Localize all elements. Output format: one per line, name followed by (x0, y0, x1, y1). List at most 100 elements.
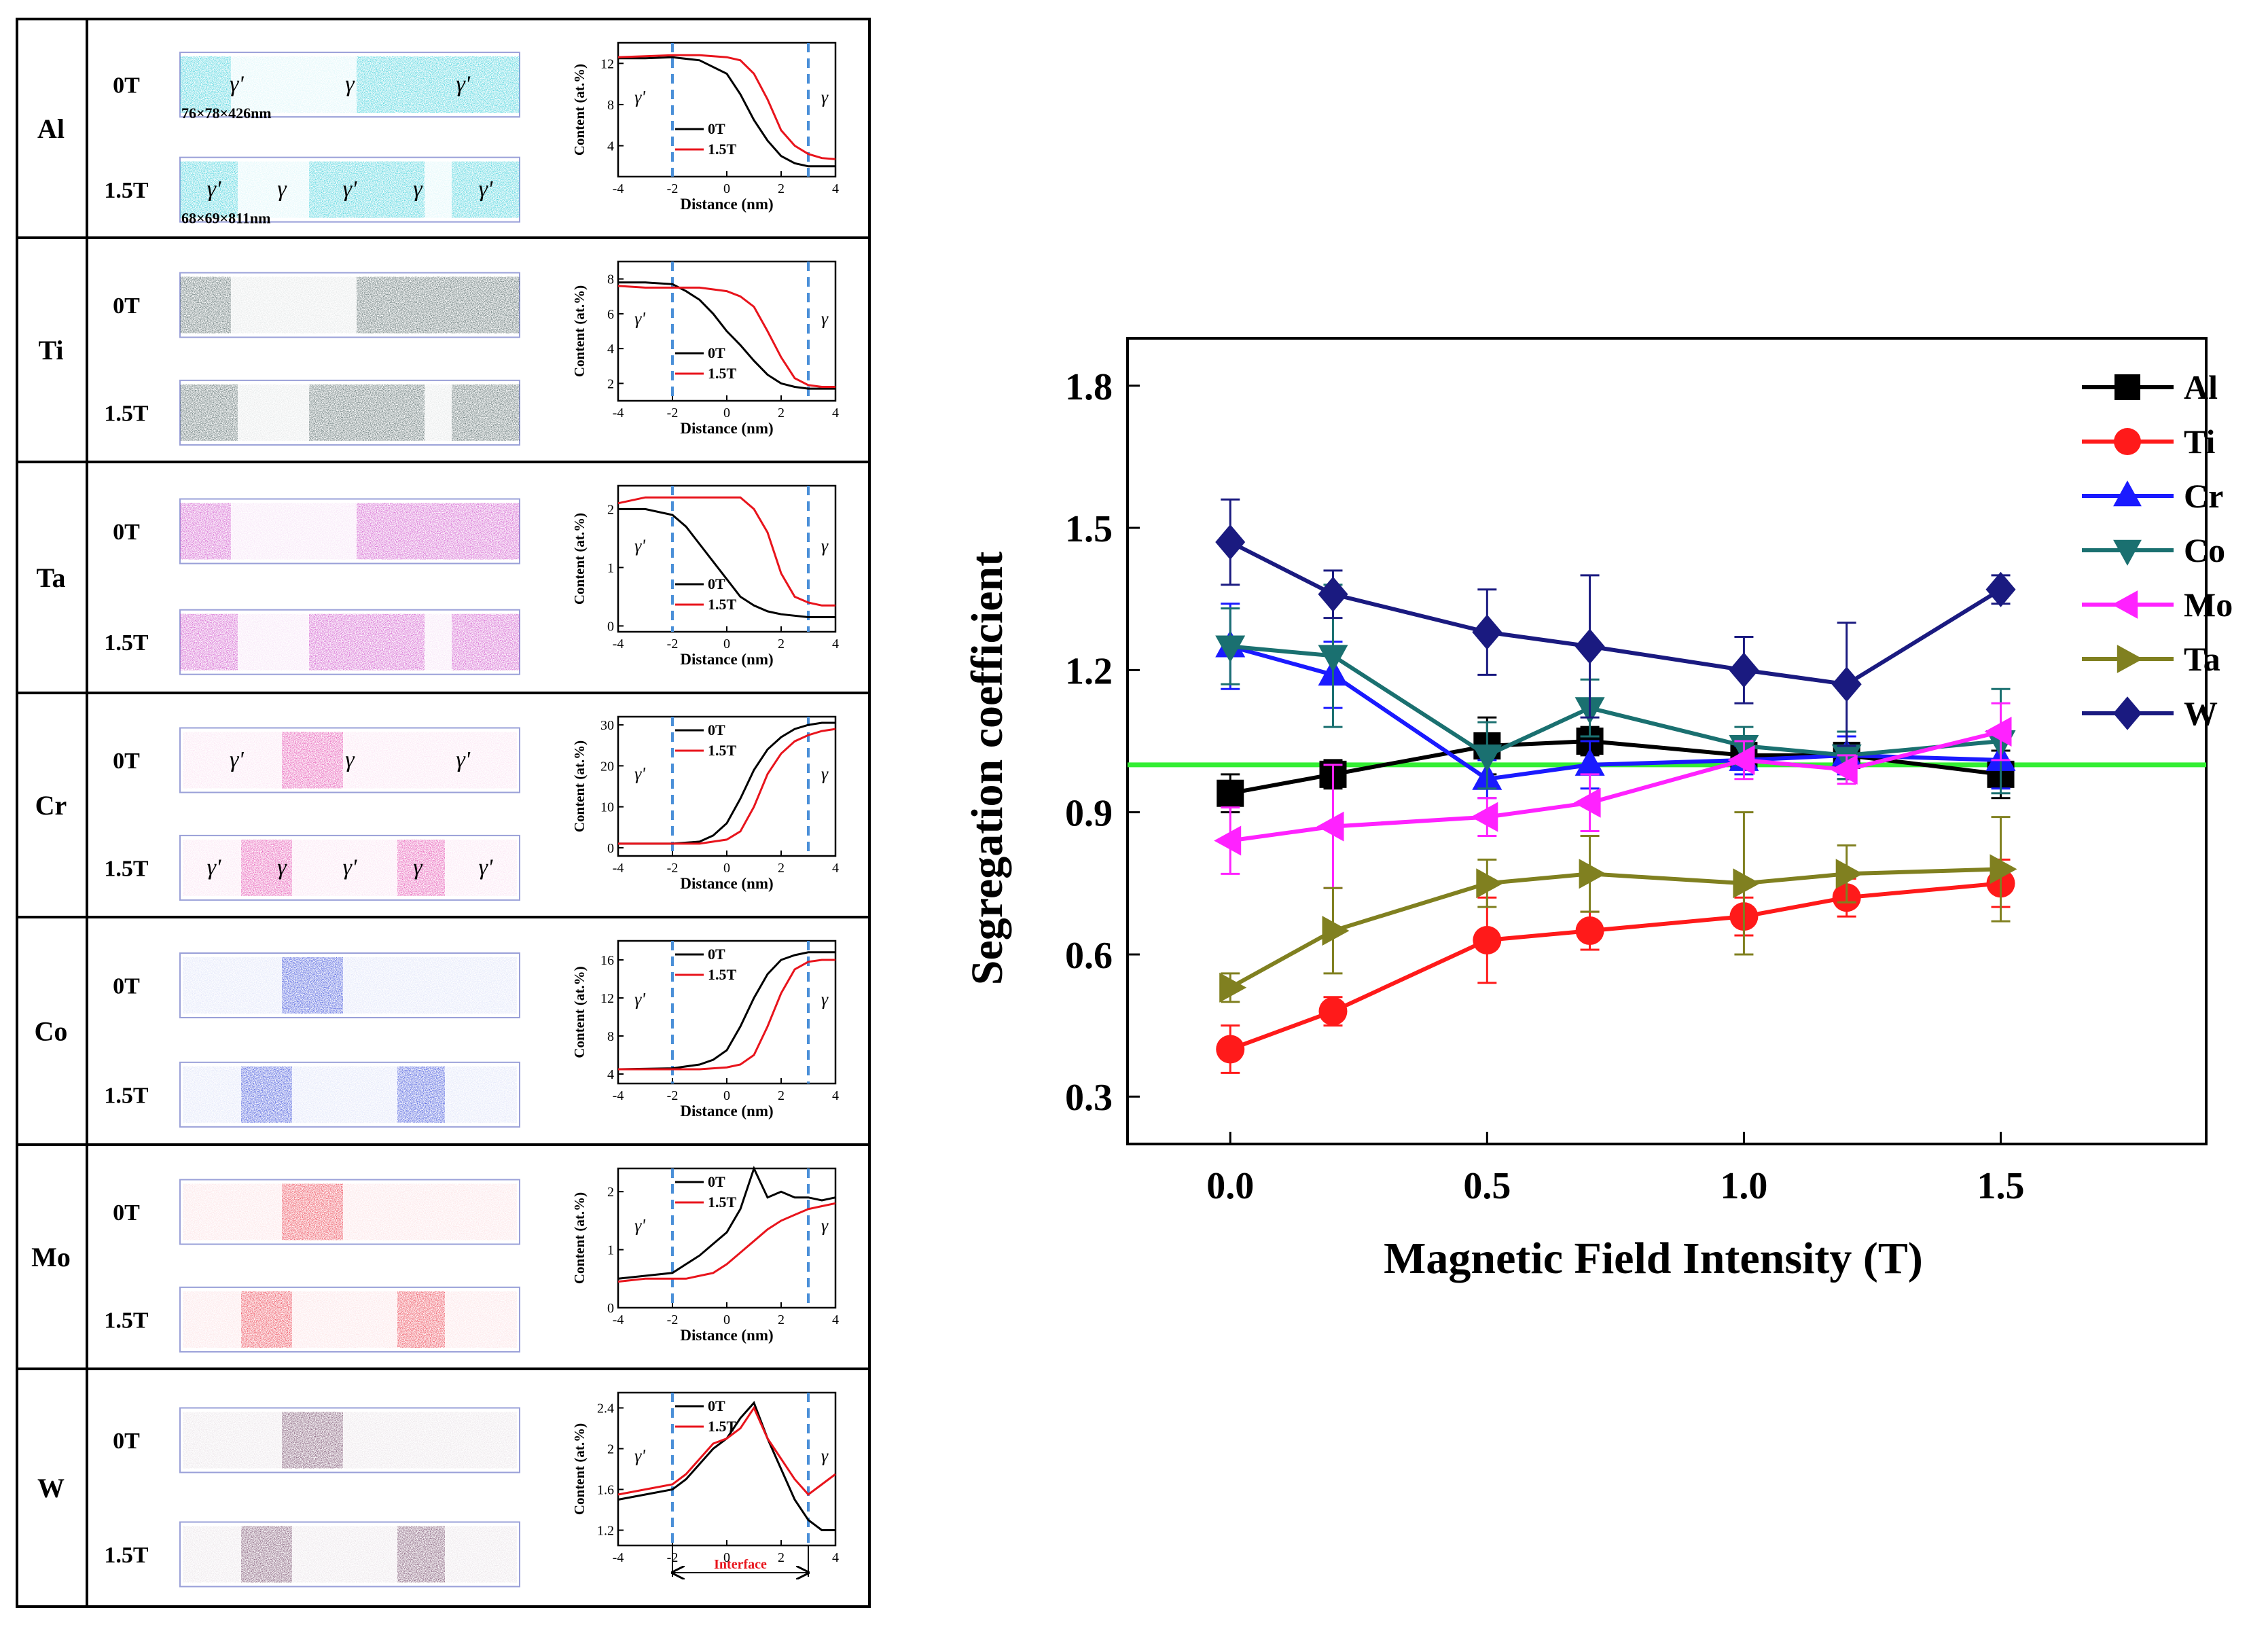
reconstruction-15t (179, 1286, 520, 1353)
x-tick-label: -4 (613, 181, 624, 196)
x-tick-label: 2 (778, 637, 785, 651)
plot-frame (617, 940, 837, 1085)
phase-label: γ' (456, 72, 470, 97)
series-ta (1219, 811, 2017, 1003)
reconstruction-15t (179, 1521, 520, 1588)
y-tick-label: 10 (600, 800, 614, 815)
y-tick-label: 4 (607, 139, 614, 154)
y-tick-label: 16 (600, 953, 614, 968)
x-tick-label: 0 (723, 861, 730, 876)
y-tick-label: 1.8 (1065, 366, 1113, 408)
legend-label: Ti (2184, 423, 2215, 461)
atom-cloud (180, 503, 520, 560)
series-line (1229, 881, 2001, 1052)
y-tick-label: 20 (600, 759, 614, 774)
y-tick-label: 2 (607, 1442, 614, 1457)
phase-label: γ' (230, 72, 244, 97)
phase-region (452, 613, 520, 671)
phase-region (241, 839, 292, 896)
y-axis-label: Content (at.%) (571, 1192, 588, 1284)
x-tick-label: -4 (613, 406, 624, 421)
phase-label: γ (413, 855, 423, 880)
dimension-label: 68×69×811nm (181, 210, 270, 227)
series-ti (1216, 858, 2015, 1074)
field-label-0t: 0T (113, 974, 140, 999)
x-tick-label: 1.0 (1720, 1165, 1767, 1207)
y-tick-label: 2.4 (597, 1401, 614, 1416)
y-tick-label: 4 (607, 1067, 614, 1082)
data-point (2113, 480, 2142, 507)
series-mo (1214, 702, 2012, 889)
y-tick-label: 12 (600, 991, 614, 1006)
y-axis-label: Content (at.%) (571, 1423, 588, 1515)
phase-region (397, 1291, 445, 1348)
phase-region (357, 56, 520, 113)
y-tick-label: 0.6 (1065, 935, 1113, 977)
legend-label: W (2184, 694, 2218, 732)
y-tick-label: 8 (607, 272, 614, 287)
reconstruction-15t: γ' γ γ' γ γ' 68×69×811nm (179, 156, 520, 227)
data-point (1215, 524, 1246, 560)
data-point (1316, 811, 1344, 842)
x-tick-label: -2 (667, 637, 679, 651)
y-tick-label: 8 (607, 1029, 614, 1044)
phase-region (309, 384, 425, 441)
field-label-15t: 1.5T (104, 1083, 149, 1108)
phase-label: γ' (456, 747, 470, 772)
y-tick-label: 2 (607, 502, 614, 517)
phase-label: γ' (343, 177, 357, 202)
data-point (1472, 744, 1502, 772)
plot-frame (617, 1167, 837, 1309)
legend-label: 0T (708, 946, 725, 963)
atom-cloud (183, 1526, 517, 1583)
data-point (1322, 916, 1350, 946)
matrix-atoms (183, 839, 517, 896)
phase-region (241, 1066, 292, 1123)
element-row-co: Co 0T 1.5T -4 -2 0 2 4 4 8 12 16 Content (at.%) Dista… (17, 916, 869, 1128)
reconstruction-15t (179, 379, 520, 446)
data-point (1318, 645, 1348, 673)
phase-region (397, 1526, 445, 1583)
y-axis-label: Content (at.%) (571, 966, 588, 1058)
x-tick-label: 4 (832, 861, 839, 876)
field-label-15t: 1.5T (104, 1543, 149, 1568)
field-label-0t: 0T (113, 1200, 140, 1226)
phase-region (241, 1526, 292, 1583)
x-tick-label: 4 (832, 1088, 839, 1103)
data-point (2114, 374, 2140, 400)
phase-label: γ (345, 72, 355, 97)
profile-line-0t (618, 56, 835, 168)
phase-region (180, 384, 238, 441)
phase-region (309, 613, 425, 671)
data-point (1985, 571, 2016, 607)
plot-frame (1126, 337, 2208, 1145)
phase-region (397, 1066, 445, 1123)
reconstruction-0t (179, 1179, 520, 1245)
x-tick-label: 4 (832, 1550, 839, 1565)
matrix-atoms (183, 1066, 517, 1123)
phase-region (180, 503, 231, 560)
matrix-atoms (183, 1291, 517, 1348)
legend-label: 1.5T (708, 1418, 737, 1435)
x-tick-label: 2 (778, 861, 785, 876)
phase-label: γ' (230, 747, 244, 772)
data-point (2114, 428, 2141, 455)
phase-region (282, 1412, 343, 1469)
profile-chart: -4 -2 0 2 4 4 8 12 16 Content (at.%) Distance (nm)… (571, 940, 839, 1120)
matrix-atoms (183, 1412, 517, 1469)
table-frame (16, 18, 871, 1608)
x-axis-label: Distance (nm) (680, 420, 773, 437)
x-tick-label: 0 (723, 1550, 730, 1565)
profile-line-0t (617, 1401, 835, 1531)
y-tick-label: 4 (607, 342, 614, 357)
atom-cloud (183, 732, 517, 789)
field-label-15t: 1.5T (104, 630, 149, 656)
legend-label: Co (2184, 531, 2225, 569)
phase-label-left: γ' (634, 1215, 645, 1235)
field-label-0t: 0T (113, 749, 140, 774)
legend-label: 1.5T (708, 365, 737, 382)
x-tick-label: 2 (778, 1550, 785, 1565)
atom-cloud (183, 957, 517, 1014)
profile-line-0t (618, 507, 835, 618)
